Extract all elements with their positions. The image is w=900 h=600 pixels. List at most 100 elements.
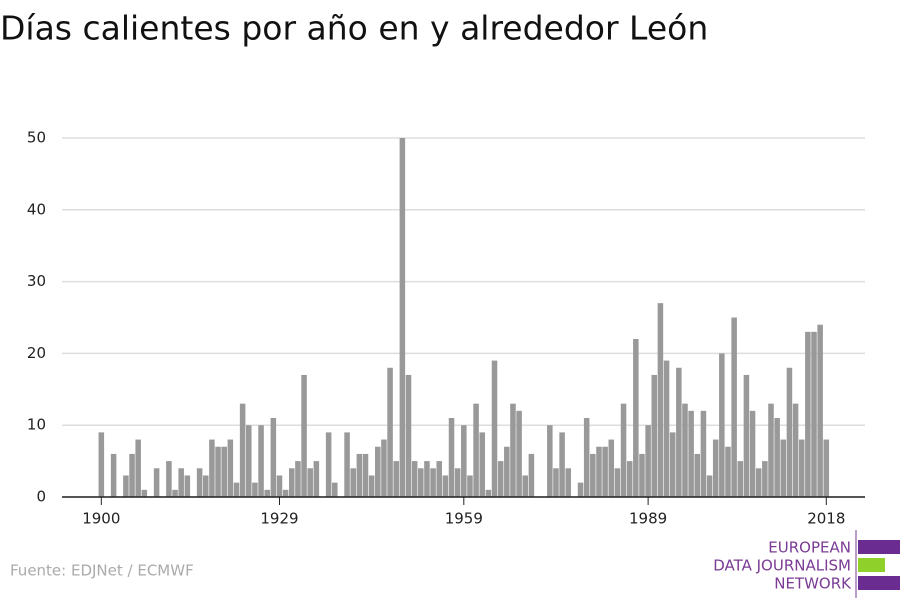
bar: [295, 461, 301, 497]
y-tick-label: 50: [27, 129, 46, 147]
bar: [301, 374, 307, 497]
bar: [639, 453, 645, 497]
bar: [448, 418, 455, 497]
bar: [755, 468, 762, 497]
source: Fuente: EDJNet / ECMWF: [10, 562, 194, 580]
y-tick-label: 40: [27, 200, 46, 218]
bar: [393, 461, 399, 497]
chart-title: Días calientes por año en y alrededor Le…: [0, 9, 708, 48]
y-tick-label: 20: [27, 344, 46, 362]
bar: [430, 468, 436, 497]
logo-text: EUROPEAN: [768, 539, 851, 557]
bar: [135, 439, 141, 497]
bar: [669, 432, 676, 497]
y-tick-label: 30: [27, 272, 46, 290]
bar: [172, 489, 178, 497]
bar: [811, 331, 817, 497]
bar: [467, 475, 473, 497]
bar: [688, 410, 694, 497]
bar: [645, 425, 651, 497]
bar: [602, 446, 608, 497]
bar: [780, 439, 787, 497]
bar: [454, 468, 461, 497]
bar: [418, 468, 424, 497]
bar: [559, 432, 565, 497]
bar: [786, 367, 793, 497]
bar: [657, 303, 664, 497]
bar: [823, 439, 830, 497]
bar: [436, 461, 442, 497]
bar: [368, 475, 375, 497]
bar: [307, 468, 313, 497]
bar: [596, 446, 602, 497]
logo-bar: [858, 558, 885, 572]
bar: [209, 439, 215, 497]
y-tick-label: 10: [27, 416, 46, 434]
bar: [184, 475, 191, 497]
logo-text: NETWORK: [774, 575, 852, 593]
bar: [553, 468, 559, 497]
y-tick-label: 0: [36, 488, 46, 506]
bar: [762, 461, 768, 497]
bar: [768, 403, 774, 497]
bar: [203, 475, 209, 497]
bar: [774, 418, 780, 497]
bar: [663, 360, 670, 497]
bar: [719, 353, 725, 497]
bar: [700, 410, 707, 497]
bar: [362, 453, 369, 497]
bar: [387, 367, 393, 497]
logo-text: DATA JOURNALISM: [713, 557, 851, 575]
bar: [258, 425, 264, 497]
bar: [442, 475, 449, 497]
bar: [405, 374, 412, 497]
bar: [424, 461, 430, 497]
bar: [246, 425, 252, 497]
bar: [504, 446, 510, 497]
bar: [497, 461, 504, 497]
bar: [608, 439, 615, 497]
bar: [233, 482, 240, 497]
bar: [399, 138, 406, 497]
bar: [325, 432, 332, 497]
bar: [565, 468, 572, 497]
bar: [196, 468, 203, 497]
bar: [264, 489, 270, 497]
bar: [805, 331, 811, 497]
bar: [547, 425, 553, 497]
bar: [381, 439, 387, 497]
bar: [282, 489, 289, 497]
bar: [178, 468, 184, 497]
bar: [737, 461, 744, 497]
x-tick-label: 1929: [260, 510, 298, 528]
logo-bar: [858, 540, 900, 554]
bar: [583, 418, 590, 497]
bar: [651, 374, 658, 497]
bar: [712, 439, 719, 497]
bar: [798, 439, 805, 497]
bar: [141, 489, 148, 497]
x-tick-label: 1989: [629, 510, 667, 528]
bar: [252, 482, 258, 497]
x-tick-label: 1959: [445, 510, 483, 528]
bar: [590, 453, 596, 497]
bar: [817, 324, 823, 497]
bar: [620, 403, 627, 497]
bar: [356, 453, 363, 497]
bar: [270, 418, 277, 497]
bar: [289, 468, 295, 497]
x-tick-label: 2018: [807, 510, 845, 528]
bar: [227, 439, 234, 497]
bar: [123, 475, 129, 497]
x-tick-label: 1900: [82, 510, 120, 528]
bar: [792, 403, 799, 497]
bar: [614, 468, 621, 497]
bar: [706, 475, 713, 497]
bar: [626, 461, 633, 497]
bar: [344, 432, 350, 497]
logo-bar: [858, 576, 900, 590]
bar: [491, 360, 498, 497]
bar: [749, 410, 756, 497]
bar: [485, 489, 492, 497]
